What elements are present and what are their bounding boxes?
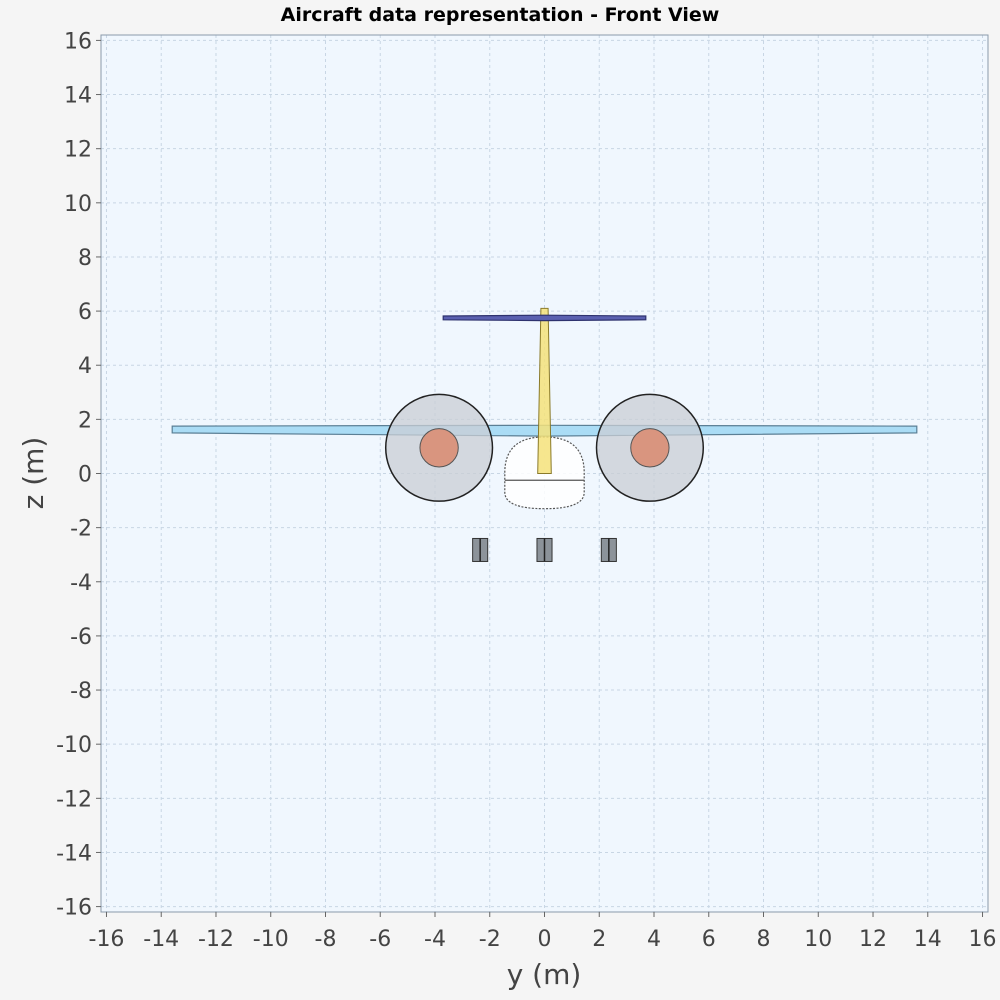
x-tick-label: -12 xyxy=(198,927,234,952)
x-tick-label: 2 xyxy=(592,927,606,952)
y-tick-label: 4 xyxy=(78,354,92,379)
y-tick-label: 0 xyxy=(78,463,92,488)
y-tick-label: -2 xyxy=(70,517,92,542)
y-tick-label: -16 xyxy=(56,896,92,921)
y-tick-label: 10 xyxy=(64,192,92,217)
y-axis-ticks: -16 -14 -12 -10 -8 -6 -4 -2 0 2 4 6 8 10 12 14 16 xyxy=(56,29,101,921)
x-tick-label: -6 xyxy=(369,927,391,952)
y-axis-label: z (m) xyxy=(17,437,50,510)
x-tick-label: -2 xyxy=(479,927,501,952)
x-tick-label: 14 xyxy=(914,927,942,952)
y-tick-label: -6 xyxy=(70,625,92,650)
x-axis-ticks: -16 -14 -12 -10 -8 -6 -4 -2 0 2 4 6 8 10 12 14 16 xyxy=(89,912,997,952)
x-tick-label: -16 xyxy=(89,927,125,952)
x-axis-label: y (m) xyxy=(507,958,582,991)
chart-title: Aircraft data representation - Front Vie… xyxy=(281,4,720,26)
vertical-tail-shape xyxy=(537,307,552,474)
y-tick-label: 12 xyxy=(64,138,92,163)
y-tick-label: 8 xyxy=(78,246,92,271)
x-tick-label: -8 xyxy=(315,927,337,952)
y-tick-label: 16 xyxy=(64,29,92,54)
y-tick-label: -10 xyxy=(56,733,92,758)
engine-core-shape xyxy=(419,428,459,468)
y-tick-label: -12 xyxy=(56,787,92,812)
aircraft-components xyxy=(171,307,918,562)
x-tick-label: -10 xyxy=(253,927,289,952)
y-tick-label: 2 xyxy=(78,408,92,433)
x-tick-label: 10 xyxy=(804,927,832,952)
x-tick-label: 12 xyxy=(859,927,887,952)
x-tick-label: 8 xyxy=(757,927,771,952)
x-tick-label: 6 xyxy=(702,927,716,952)
y-tick-label: -8 xyxy=(70,679,92,704)
x-tick-label: 16 xyxy=(969,927,997,952)
y-tick-label: 6 xyxy=(78,300,92,325)
y-tick-label: -4 xyxy=(70,571,92,596)
x-tick-label: 4 xyxy=(647,927,661,952)
x-tick-label: 0 xyxy=(538,927,552,952)
engine-core-shape xyxy=(630,428,670,468)
x-tick-label: -14 xyxy=(143,927,179,952)
y-tick-label: 14 xyxy=(64,84,92,109)
y-tick-label: -14 xyxy=(56,841,92,866)
horizontal-tail-shape xyxy=(442,314,647,322)
x-tick-label: -4 xyxy=(424,927,446,952)
